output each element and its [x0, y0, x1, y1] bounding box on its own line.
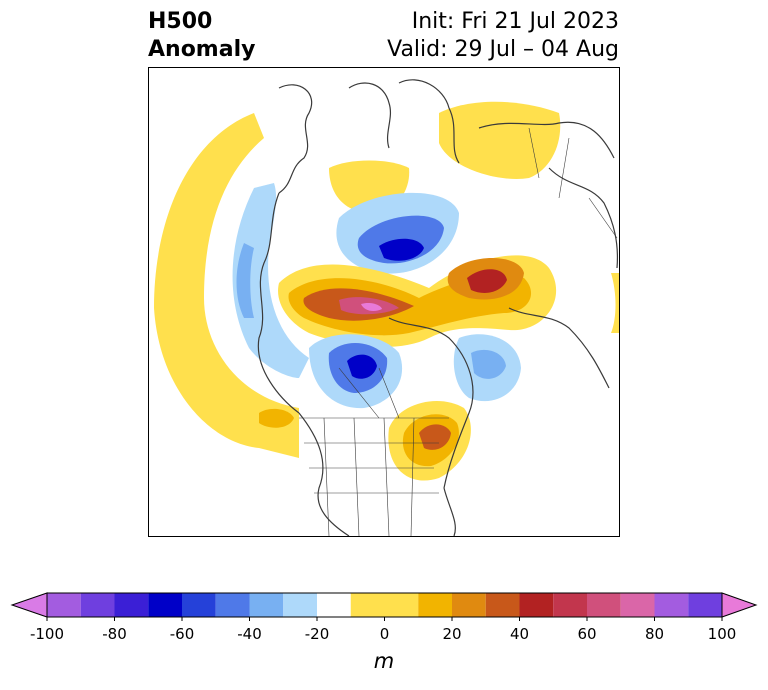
northeast-us-ridge-core: [419, 424, 451, 450]
siberia-ridge-core: [467, 269, 507, 293]
colorbar-tick-label: 40: [510, 625, 529, 643]
colorbar-bin: [688, 593, 722, 617]
colorbar-tick-label: 100: [708, 625, 737, 643]
colorbar-bin: [47, 593, 81, 617]
colorbar-bin: [553, 593, 587, 617]
title-variable: H500: [148, 9, 213, 34]
eurasia-ridge-top: [439, 101, 561, 179]
colorbar-tick-label: -60: [170, 625, 195, 643]
colorbar-bin: [215, 593, 250, 617]
barents-trough-core: [379, 238, 424, 261]
gulf-of-alaska-ridge: [259, 408, 294, 428]
east-edge-ridge: [611, 273, 619, 333]
colorbar-bin: [350, 593, 419, 617]
colorbar-tick-label: 20: [442, 625, 461, 643]
colorbar-tick-label: 80: [645, 625, 664, 643]
coastlines: [257, 79, 619, 536]
pacific-ridge-arc: [154, 113, 299, 458]
colorbar-bin: [452, 593, 486, 617]
colorbar-bin: [80, 593, 115, 617]
colorbar-bin: [249, 593, 284, 617]
pacific-trough-inner: [236, 243, 254, 318]
colorbar-bin: [587, 593, 621, 617]
colorbar-unit: m: [374, 649, 394, 673]
colorbar-bin: [519, 593, 554, 617]
colorbar: -100 -80 -60 -40 -20 0 20 40 60 80 100 m: [0, 585, 768, 686]
valid-label: Valid: 29 Jul – 04 Aug: [387, 37, 619, 62]
colorbar-bin: [114, 593, 149, 617]
colorbar-tick-label: -80: [102, 625, 127, 643]
colorbar-bin: [418, 593, 452, 617]
political-borders: [299, 127, 618, 536]
colorbar-over-arrow: [721, 592, 758, 618]
colorbar-under-arrow: [10, 592, 48, 618]
colorbar-tick-label: -100: [30, 625, 64, 643]
central-ridge-core: [361, 302, 382, 312]
hudson-trough-core: [347, 354, 377, 379]
pacific-trough-outer: [232, 183, 309, 378]
anomaly-map: [148, 67, 620, 537]
colorbar-bin: [182, 593, 216, 617]
colorbar-bins: [10, 592, 758, 618]
colorbar-tick-label: -40: [237, 625, 262, 643]
colorbar-bin: [148, 593, 182, 617]
colorbar-bin: [485, 593, 520, 617]
colorbar-tick-label: 0: [380, 625, 390, 643]
chart-title-left: H500 Anomaly: [148, 8, 255, 64]
atlantic-trough-core: [471, 349, 506, 379]
anomaly-contours: [154, 101, 619, 481]
colorbar-tick-label: -20: [305, 625, 330, 643]
chart-title-right: Init: Fri 21 Jul 2023 Valid: 29 Jul – 04…: [387, 8, 619, 64]
colorbar-bin: [317, 593, 351, 617]
title-field: Anomaly: [148, 37, 256, 62]
init-label: Init: Fri 21 Jul 2023: [411, 9, 619, 34]
colorbar-tick-label: 60: [577, 625, 596, 643]
colorbar-bin: [620, 593, 655, 617]
colorbar-bin: [283, 593, 317, 617]
colorbar-ticks: -100 -80 -60 -40 -20 0 20 40 60 80 100: [30, 617, 736, 643]
colorbar-bin: [654, 593, 689, 617]
